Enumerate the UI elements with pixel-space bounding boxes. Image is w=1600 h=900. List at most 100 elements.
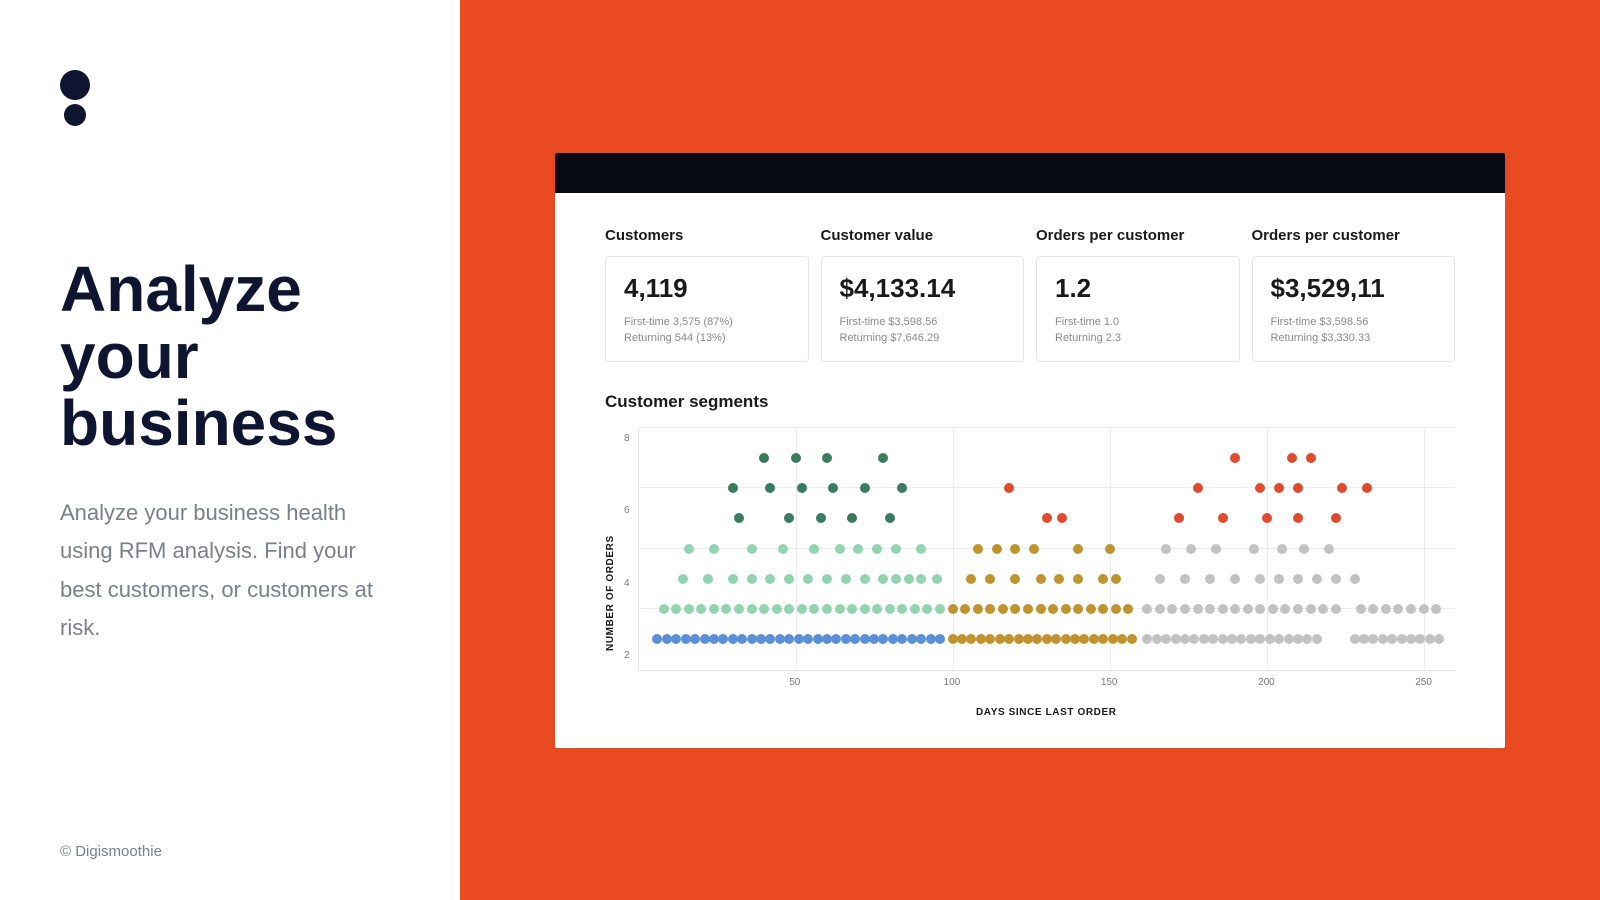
scatter-dot	[1337, 483, 1347, 493]
scatter-dot	[1193, 483, 1203, 493]
scatter-dot	[747, 604, 757, 614]
scatter-dot	[703, 574, 713, 584]
scatter-dot	[759, 604, 769, 614]
scatter-dot	[1299, 544, 1309, 554]
scatter-dot	[1061, 604, 1071, 614]
scatter-dot	[932, 574, 942, 584]
scatter-dot	[872, 544, 882, 554]
scatter-dot	[1331, 574, 1341, 584]
scatter-dot	[1098, 574, 1108, 584]
scatter-dot	[1167, 604, 1177, 614]
scatter-dot	[1036, 604, 1046, 614]
scatter-dot	[1123, 604, 1133, 614]
scatter-dot	[1010, 604, 1020, 614]
metric-label: Customers	[605, 227, 809, 244]
scatter-dot	[935, 604, 945, 614]
metric-sub-first: First-time 3,575 (87%)	[624, 314, 790, 331]
scatter-dot	[797, 483, 807, 493]
metric-sub-returning: Returning $3,330.33	[1271, 330, 1437, 347]
scatter-dot	[1073, 574, 1083, 584]
scatter-dot	[1218, 604, 1228, 614]
scatter-dot	[1280, 604, 1290, 614]
x-tick: 200	[1258, 677, 1275, 688]
metric-sub-first: First-time $3,598.56	[1271, 314, 1437, 331]
customer-segments-chart: NUMBER OF ORDERS 8642 50100150200250 DAY…	[605, 428, 1455, 718]
scatter-dot	[878, 453, 888, 463]
scatter-dot	[1255, 483, 1265, 493]
scatter-dot	[897, 483, 907, 493]
scatter-dot	[1105, 544, 1115, 554]
scatter-dot	[1262, 513, 1272, 523]
scatter-dot	[1004, 483, 1014, 493]
scatter-dot	[778, 544, 788, 554]
y-axis-label: NUMBER OF ORDERS	[605, 428, 616, 718]
scatter-dot	[885, 513, 895, 523]
scatter-dot	[1368, 604, 1378, 614]
scatter-dot	[1419, 604, 1429, 614]
scatter-dot	[1230, 453, 1240, 463]
copyright-text: © Digismoothie	[60, 843, 162, 860]
scatter-dot	[916, 544, 926, 554]
scatter-dot	[822, 453, 832, 463]
scatter-dot	[872, 604, 882, 614]
scatter-dot	[784, 604, 794, 614]
scatter-dot	[922, 604, 932, 614]
scatter-dot	[659, 604, 669, 614]
y-tick: 2	[624, 650, 630, 661]
scatter-dot	[1036, 574, 1046, 584]
page-description: Analyze your business health using RFM a…	[60, 494, 400, 648]
scatter-dot	[853, 544, 863, 554]
scatter-dot	[916, 574, 926, 584]
scatter-dot	[1406, 604, 1416, 614]
scatter-dot	[1312, 574, 1322, 584]
scatter-dot	[860, 483, 870, 493]
scatter-dot	[1057, 513, 1067, 523]
scatter-dot	[1161, 544, 1171, 554]
scatter-dot	[985, 604, 995, 614]
right-panel: Customers4,119First-time 3,575 (87%)Retu…	[460, 0, 1600, 900]
scatter-dot	[948, 604, 958, 614]
scatter-dot	[765, 574, 775, 584]
scatter-dot	[1306, 453, 1316, 463]
scatter-dot	[1293, 604, 1303, 614]
scatter-dot	[797, 604, 807, 614]
scatter-dot	[678, 574, 688, 584]
scatter-dot	[1180, 574, 1190, 584]
y-tick: 8	[624, 433, 630, 444]
scatter-dot	[935, 634, 945, 644]
scatter-dot	[847, 513, 857, 523]
page-title: Analyze your business	[60, 256, 400, 458]
scatter-dot	[822, 604, 832, 614]
scatter-dot	[747, 574, 757, 584]
metric-card: Customer value$4,133.14First-time $3,598…	[821, 227, 1025, 362]
scatter-dot	[1186, 544, 1196, 554]
scatter-dot	[1255, 574, 1265, 584]
scatter-dot	[1098, 604, 1108, 614]
metrics-row: Customers4,119First-time 3,575 (87%)Retu…	[605, 227, 1455, 362]
scatter-dot	[1205, 604, 1215, 614]
scatter-dot	[1393, 604, 1403, 614]
metric-sub-returning: Returning 2.3	[1055, 330, 1221, 347]
scatter-dot	[1293, 513, 1303, 523]
scatter-dot	[1434, 634, 1444, 644]
scatter-dot	[1193, 604, 1203, 614]
scatter-dot	[684, 604, 694, 614]
scatter-dot	[973, 544, 983, 554]
scatter-dot	[734, 513, 744, 523]
scatter-dot	[960, 604, 970, 614]
scatter-dot	[910, 604, 920, 614]
scatter-dot	[1318, 604, 1328, 614]
dashboard-window: Customers4,119First-time 3,575 (87%)Retu…	[555, 153, 1505, 748]
scatter-dot	[696, 604, 706, 614]
scatter-dot	[1268, 604, 1278, 614]
scatter-dot	[759, 453, 769, 463]
scatter-dot	[885, 604, 895, 614]
scatter-dot	[1029, 544, 1039, 554]
metric-value: $4,133.14	[840, 273, 1006, 304]
scatter-dot	[765, 483, 775, 493]
scatter-dot	[803, 574, 813, 584]
scatter-dot	[860, 604, 870, 614]
scatter-dot	[1350, 574, 1360, 584]
metric-sub-returning: Returning 544 (13%)	[624, 330, 790, 347]
scatter-dot	[1142, 604, 1152, 614]
